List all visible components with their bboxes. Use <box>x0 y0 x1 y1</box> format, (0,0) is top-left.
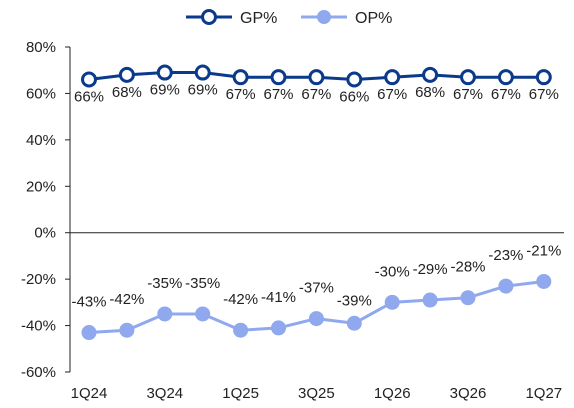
y-tick-label: 0% <box>34 225 56 242</box>
op-data-point <box>119 322 135 338</box>
op-data-label: -43% <box>71 294 106 311</box>
op-data-point <box>308 311 324 327</box>
op-data-point <box>460 290 476 306</box>
op-data-point <box>384 294 400 310</box>
gp-data-label: 67% <box>529 86 559 103</box>
gp-data-point <box>422 66 439 83</box>
gp-data-point <box>384 69 401 86</box>
op-data-label: -30% <box>375 263 410 280</box>
gp-data-label: 69% <box>188 82 218 99</box>
op-data-label: -28% <box>450 259 485 276</box>
gp-data-point <box>497 69 514 86</box>
op-data-point <box>271 320 286 336</box>
op-data-point <box>498 278 514 294</box>
legend-marker <box>317 10 331 24</box>
gp-data-label: 67% <box>301 86 331 103</box>
gp-data-point <box>81 71 97 88</box>
op-data-point <box>233 322 249 338</box>
x-tick-label: 1Q24 <box>71 385 108 402</box>
gp-data-point <box>232 69 249 86</box>
gp-data-label: 68% <box>112 84 142 101</box>
op-data-label: -41% <box>261 289 296 306</box>
x-tick-label: 1Q27 <box>525 385 562 402</box>
legend-label: OP% <box>355 10 392 27</box>
y-tick-label: -60% <box>21 364 56 381</box>
op-data-label: -35% <box>147 275 182 292</box>
gp-data-label: 67% <box>491 86 521 103</box>
op-data-label: -42% <box>223 291 258 308</box>
axes: 80% 60% 40% 20% 0% -20% -40% -60% 1Q24 3Q24 1Q25 3Q… <box>21 39 564 402</box>
y-tick-label: 80% <box>26 39 56 56</box>
legend-marker <box>201 9 217 25</box>
x-tick-label: 1Q26 <box>374 385 411 402</box>
op-data-point <box>195 306 211 322</box>
gp-data-label: 67% <box>377 86 407 103</box>
op-data-label: -35% <box>185 275 220 292</box>
gp-data-point <box>194 64 211 81</box>
op-data-label: -29% <box>413 261 448 278</box>
x-tick-label: 3Q25 <box>298 385 335 402</box>
gp-data-label: 68% <box>415 84 445 101</box>
op-data-point <box>157 306 173 322</box>
y-tick-label: 20% <box>26 178 56 195</box>
series-layer <box>81 64 552 341</box>
gp-data-label: 66% <box>339 89 369 106</box>
x-tick-label: 3Q26 <box>450 385 487 402</box>
gp-data-point <box>270 69 287 86</box>
y-tick-label: 60% <box>26 85 56 102</box>
gp-data-point <box>346 71 363 88</box>
gp-data-point <box>460 69 476 86</box>
gp-data-label: 67% <box>226 86 256 103</box>
op-data-label: -37% <box>299 280 334 297</box>
op-data-label: -39% <box>337 292 372 309</box>
gp-data-label: 69% <box>150 82 180 99</box>
op-data-point <box>346 315 362 331</box>
op-data-label: -42% <box>109 291 144 308</box>
gp-data-label: 66% <box>74 89 104 106</box>
legend-label: GP% <box>240 10 277 27</box>
gp-data-point <box>308 69 325 86</box>
x-tick-label: 3Q24 <box>146 385 183 402</box>
gp-data-point <box>118 66 135 83</box>
op-data-point <box>536 273 552 289</box>
op-data-label: -21% <box>526 242 561 259</box>
data-labels: 66% 68% 69% 69% 67% 67% 67% 66% 67% 68% 67% 67% 67% -… <box>71 82 561 311</box>
op-data-label: -23% <box>488 247 523 264</box>
gp-data-point <box>535 69 552 86</box>
x-tick-label: 1Q25 <box>222 385 259 402</box>
legend: GP% OP% <box>186 9 392 27</box>
y-tick-label: -20% <box>21 271 56 288</box>
op-data-point <box>81 325 97 341</box>
gp-data-point <box>156 64 173 81</box>
y-tick-label: 40% <box>26 132 56 149</box>
gp-data-label: 67% <box>453 86 483 103</box>
y-tick-label: -40% <box>21 318 56 335</box>
gp-data-label: 67% <box>263 86 293 103</box>
op-data-point <box>422 292 438 308</box>
